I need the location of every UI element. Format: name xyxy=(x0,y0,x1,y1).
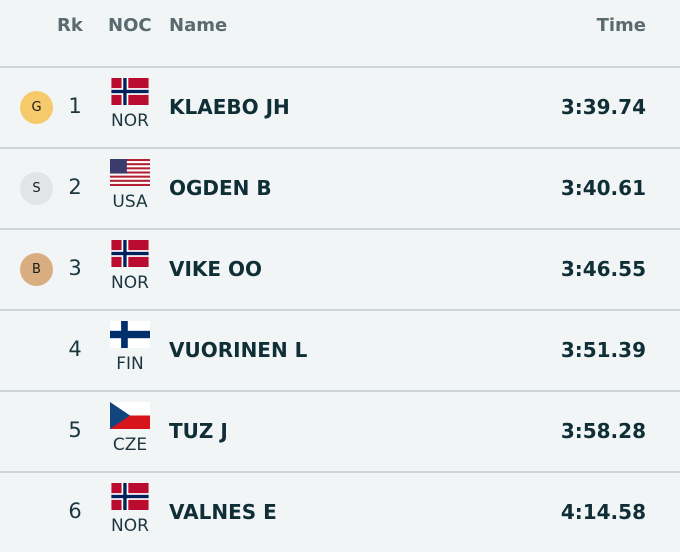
result-time: 3:51.39 xyxy=(560,338,646,362)
divider xyxy=(0,66,680,68)
result-time: 3:39.74 xyxy=(560,95,646,119)
norway-flag-icon xyxy=(111,78,149,105)
bronze-medal-icon: B xyxy=(20,253,53,286)
header-rank[interactable]: Rk xyxy=(57,15,83,36)
header-time[interactable]: Time xyxy=(596,15,646,36)
table-header: Rk NOC Name Time xyxy=(0,0,680,66)
divider xyxy=(0,228,680,230)
athlete-name[interactable]: KLAEBO JH xyxy=(169,95,290,119)
athlete-name[interactable]: TUZ J xyxy=(169,419,228,443)
athlete-name[interactable]: OGDEN B xyxy=(169,176,272,200)
result-time: 3:58.28 xyxy=(560,419,646,443)
table-row[interactable]: 5 CZE TUZ J 3:58.28 xyxy=(0,392,680,471)
result-time: 3:46.55 xyxy=(560,257,646,281)
athlete-name[interactable]: VIKE OO xyxy=(169,257,263,281)
rank: 6 xyxy=(68,499,82,523)
rank: 5 xyxy=(68,418,82,442)
table-row[interactable]: B 3 NOR VIKE OO 3:46.55 xyxy=(0,230,680,309)
table-row[interactable]: 6 NOR VALNES E 4:14.58 xyxy=(0,473,680,552)
usa-flag-icon xyxy=(110,159,150,186)
norway-flag-icon xyxy=(111,483,149,510)
noc-code: USA xyxy=(112,192,148,212)
result-time: 4:14.58 xyxy=(560,500,646,524)
athlete-name[interactable]: VALNES E xyxy=(169,500,277,524)
rank: 1 xyxy=(68,94,82,118)
rank: 4 xyxy=(68,337,82,361)
noc-code: FIN xyxy=(116,354,144,374)
header-noc[interactable]: NOC xyxy=(108,15,152,36)
divider xyxy=(0,309,680,311)
noc-code: NOR xyxy=(111,111,149,131)
czech-flag-icon xyxy=(110,402,150,429)
rank: 2 xyxy=(68,175,82,199)
noc-code: NOR xyxy=(111,273,149,293)
table-row[interactable]: S 2 USA OGDEN B 3:40.61 xyxy=(0,149,680,228)
header-name[interactable]: Name xyxy=(169,15,228,36)
silver-medal-icon: S xyxy=(20,172,53,205)
result-time: 3:40.61 xyxy=(560,176,646,200)
noc-code: CZE xyxy=(112,435,148,455)
table-row[interactable]: G 1 NOR KLAEBO JH 3:39.74 xyxy=(0,68,680,147)
divider xyxy=(0,147,680,149)
athlete-name[interactable]: VUORINEN L xyxy=(169,338,308,362)
divider xyxy=(0,471,680,473)
divider xyxy=(0,390,680,392)
gold-medal-icon: G xyxy=(20,91,53,124)
rank: 3 xyxy=(68,256,82,280)
finland-flag-icon xyxy=(110,321,150,348)
norway-flag-icon xyxy=(111,240,149,267)
table-row[interactable]: 4 FIN VUORINEN L 3:51.39 xyxy=(0,311,680,390)
noc-code: NOR xyxy=(111,516,149,536)
